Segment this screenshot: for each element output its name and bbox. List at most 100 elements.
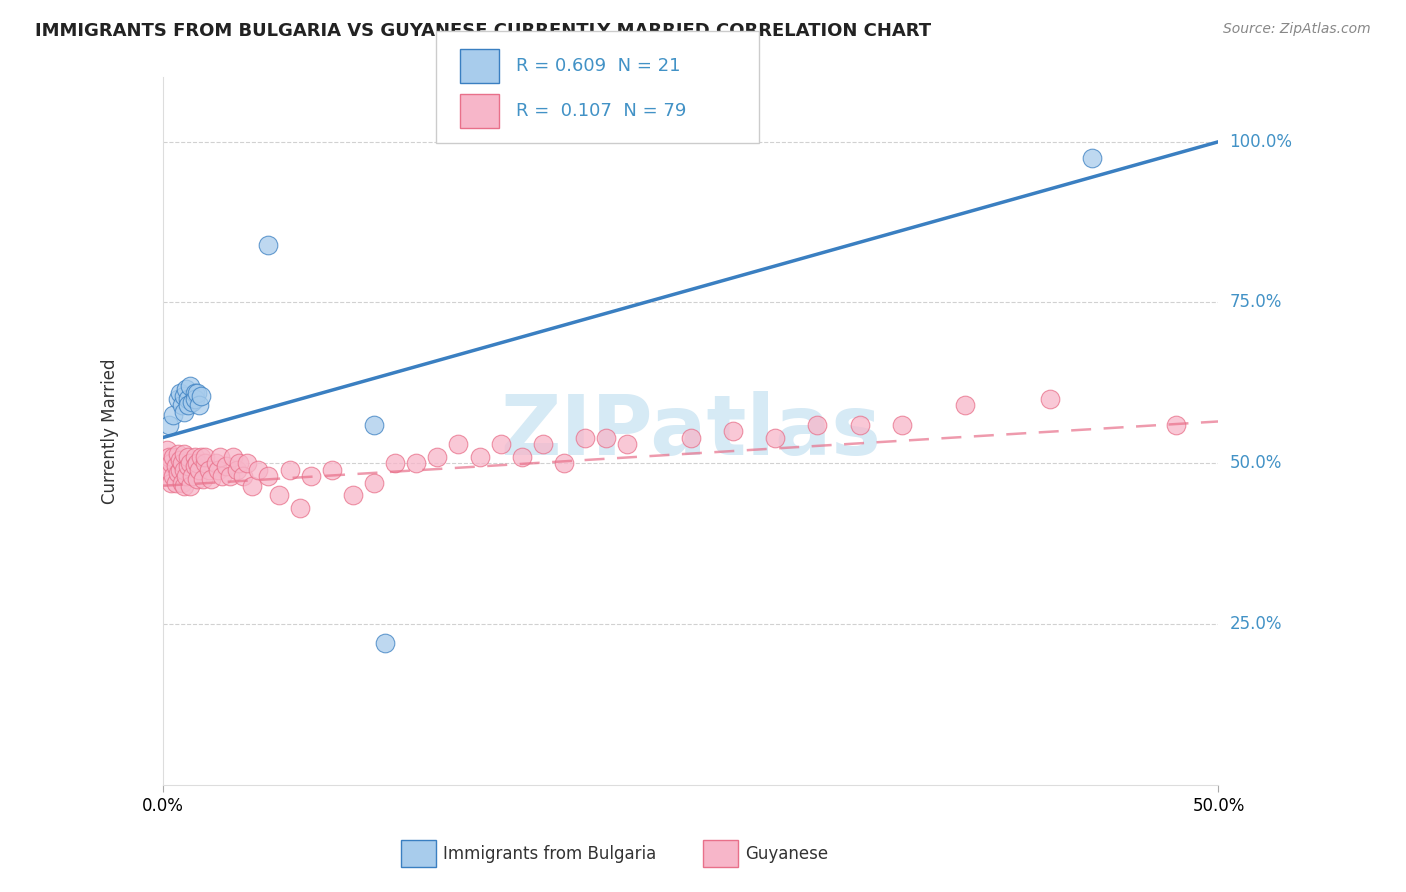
Point [1038, 392, 1060, 406]
Text: R =  0.107  N = 79: R = 0.107 N = 79 [516, 102, 686, 120]
Point [183, 385, 205, 400]
Point [183, 392, 205, 406]
Point [160, 456, 183, 470]
Point [1081, 151, 1104, 165]
Point [342, 488, 364, 502]
Point [170, 456, 193, 470]
Point [848, 417, 870, 432]
Point [162, 408, 184, 422]
Point [165, 459, 187, 474]
Point [721, 424, 744, 438]
Text: 50.0%: 50.0% [1230, 454, 1282, 472]
Point [288, 501, 311, 516]
Point [194, 456, 217, 470]
Text: IMMIGRANTS FROM BULGARIA VS GUYANESE CURRENTLY MARRIED CORRELATION CHART: IMMIGRANTS FROM BULGARIA VS GUYANESE CUR… [35, 22, 931, 40]
Point [257, 237, 280, 252]
Point [363, 475, 385, 490]
Point [156, 469, 179, 483]
Point [173, 405, 195, 419]
Point [257, 469, 280, 483]
Point [194, 450, 217, 464]
Point [236, 456, 259, 470]
Point [1166, 417, 1188, 432]
Point [170, 475, 193, 490]
Point [468, 450, 491, 464]
Point [890, 417, 912, 432]
Point [574, 431, 596, 445]
Point [186, 456, 208, 470]
Point [156, 443, 179, 458]
Point [405, 456, 427, 470]
Point [200, 472, 222, 486]
Point [166, 466, 188, 480]
Point [240, 479, 263, 493]
Point [228, 456, 250, 470]
Point [177, 398, 200, 412]
Point [363, 417, 385, 432]
Point [173, 463, 195, 477]
Text: 25.0%: 25.0% [1230, 615, 1282, 633]
Point [211, 469, 233, 483]
Point [157, 463, 180, 477]
Point [190, 389, 212, 403]
Point [183, 459, 205, 474]
Text: ZIPatlas: ZIPatlas [501, 391, 882, 472]
Point [173, 389, 195, 403]
Point [183, 450, 205, 464]
Point [221, 450, 243, 464]
Point [219, 469, 242, 483]
Point [232, 469, 254, 483]
Point [174, 469, 197, 483]
Point [489, 437, 512, 451]
Point [198, 463, 221, 477]
Point [384, 456, 406, 470]
Point [162, 469, 184, 483]
Point [679, 431, 702, 445]
Text: Currently Married: Currently Married [101, 359, 120, 504]
Point [806, 417, 828, 432]
Point [225, 463, 247, 477]
Point [278, 463, 301, 477]
Point [616, 437, 638, 451]
Point [510, 450, 533, 464]
Point [153, 456, 176, 470]
Point [177, 450, 200, 464]
Point [162, 450, 184, 464]
Text: Immigrants from Bulgaria: Immigrants from Bulgaria [443, 845, 657, 863]
Text: 75.0%: 75.0% [1230, 293, 1282, 311]
Point [186, 385, 208, 400]
Point [207, 463, 229, 477]
Text: R = 0.609  N = 21: R = 0.609 N = 21 [516, 57, 681, 75]
Point [179, 456, 201, 470]
Point [531, 437, 554, 451]
Point [373, 636, 395, 650]
Point [169, 453, 191, 467]
Point [763, 431, 786, 445]
Point [177, 392, 200, 406]
Point [160, 475, 183, 490]
Point [208, 450, 231, 464]
Point [170, 398, 193, 412]
Text: Source: ZipAtlas.com: Source: ZipAtlas.com [1223, 22, 1371, 37]
Text: Guyanese: Guyanese [745, 845, 828, 863]
Point [191, 472, 214, 486]
Point [204, 456, 226, 470]
Point [179, 479, 201, 493]
Point [169, 463, 191, 477]
Point [321, 463, 343, 477]
Point [190, 450, 212, 464]
Point [186, 472, 208, 486]
Text: 100.0%: 100.0% [1230, 133, 1292, 151]
Point [179, 379, 201, 393]
Point [169, 385, 191, 400]
Point [157, 450, 180, 464]
Point [187, 398, 209, 412]
Point [157, 417, 180, 432]
Point [166, 447, 188, 461]
Point [173, 447, 195, 461]
Point [595, 431, 617, 445]
Point [173, 479, 195, 493]
Point [246, 463, 269, 477]
Point [299, 469, 322, 483]
Point [166, 392, 188, 406]
